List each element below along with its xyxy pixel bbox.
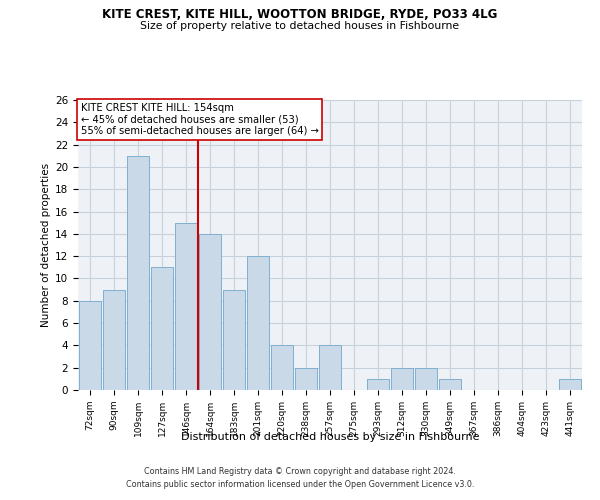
Bar [199, 234, 221, 390]
Bar [559, 379, 581, 390]
Text: KITE CREST, KITE HILL, WOOTTON BRIDGE, RYDE, PO33 4LG: KITE CREST, KITE HILL, WOOTTON BRIDGE, R… [103, 8, 497, 20]
Bar [439, 379, 461, 390]
Bar [103, 290, 125, 390]
Text: Size of property relative to detached houses in Fishbourne: Size of property relative to detached ho… [140, 21, 460, 31]
Text: Contains public sector information licensed under the Open Government Licence v3: Contains public sector information licen… [126, 480, 474, 489]
Bar [319, 346, 341, 390]
Bar [79, 301, 101, 390]
Bar [271, 346, 293, 390]
Bar [223, 290, 245, 390]
Bar [295, 368, 317, 390]
Bar [151, 268, 173, 390]
Bar [367, 379, 389, 390]
Bar [247, 256, 269, 390]
Text: Contains HM Land Registry data © Crown copyright and database right 2024.: Contains HM Land Registry data © Crown c… [144, 467, 456, 476]
Text: Distribution of detached houses by size in Fishbourne: Distribution of detached houses by size … [181, 432, 479, 442]
Bar [415, 368, 437, 390]
Bar [175, 222, 197, 390]
Y-axis label: Number of detached properties: Number of detached properties [41, 163, 51, 327]
Bar [391, 368, 413, 390]
Bar [127, 156, 149, 390]
Text: KITE CREST KITE HILL: 154sqm
← 45% of detached houses are smaller (53)
55% of se: KITE CREST KITE HILL: 154sqm ← 45% of de… [80, 103, 319, 136]
